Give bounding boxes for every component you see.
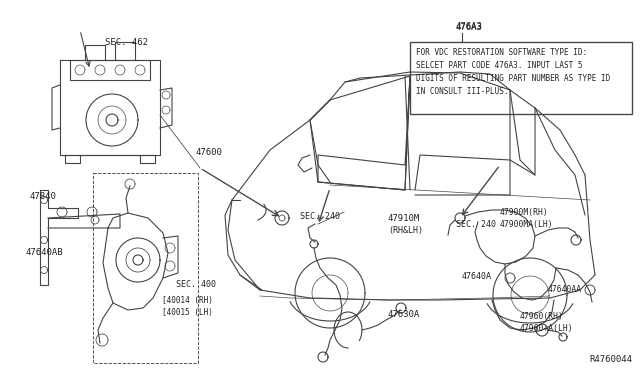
- Text: 47630A: 47630A: [388, 310, 420, 319]
- Text: (RH&LH): (RH&LH): [388, 226, 423, 235]
- Text: SEC. 400: SEC. 400: [176, 280, 216, 289]
- Text: 47600: 47600: [196, 148, 223, 157]
- Text: [40014 (RH): [40014 (RH): [162, 296, 213, 305]
- Text: 47640AB: 47640AB: [26, 248, 63, 257]
- Text: 47840: 47840: [30, 192, 57, 201]
- Text: SEC. 240: SEC. 240: [300, 212, 340, 221]
- Text: 47910M: 47910M: [388, 214, 420, 223]
- Text: 47900MA(LH): 47900MA(LH): [500, 220, 554, 229]
- Text: FOR VDC RESTORATION SOFTWARE TYPE ID:
SELCET PART CODE 476A3. INPUT LAST 5
DIGIT: FOR VDC RESTORATION SOFTWARE TYPE ID: SE…: [416, 48, 611, 96]
- Text: 47960(RH): 47960(RH): [520, 312, 564, 321]
- Text: 47960+A(LH): 47960+A(LH): [520, 324, 573, 333]
- Text: SEC. 462: SEC. 462: [105, 38, 148, 47]
- Text: SEC. 240: SEC. 240: [456, 220, 496, 229]
- FancyBboxPatch shape: [410, 42, 632, 114]
- Text: [40015 (LH): [40015 (LH): [162, 308, 213, 317]
- Text: 47640AA: 47640AA: [548, 285, 582, 294]
- Text: 476A3: 476A3: [455, 22, 482, 31]
- Text: 47900M(RH): 47900M(RH): [500, 208, 548, 217]
- Text: 476A3: 476A3: [455, 23, 482, 32]
- Text: 47640A: 47640A: [462, 272, 492, 281]
- Text: R4760044: R4760044: [589, 355, 632, 364]
